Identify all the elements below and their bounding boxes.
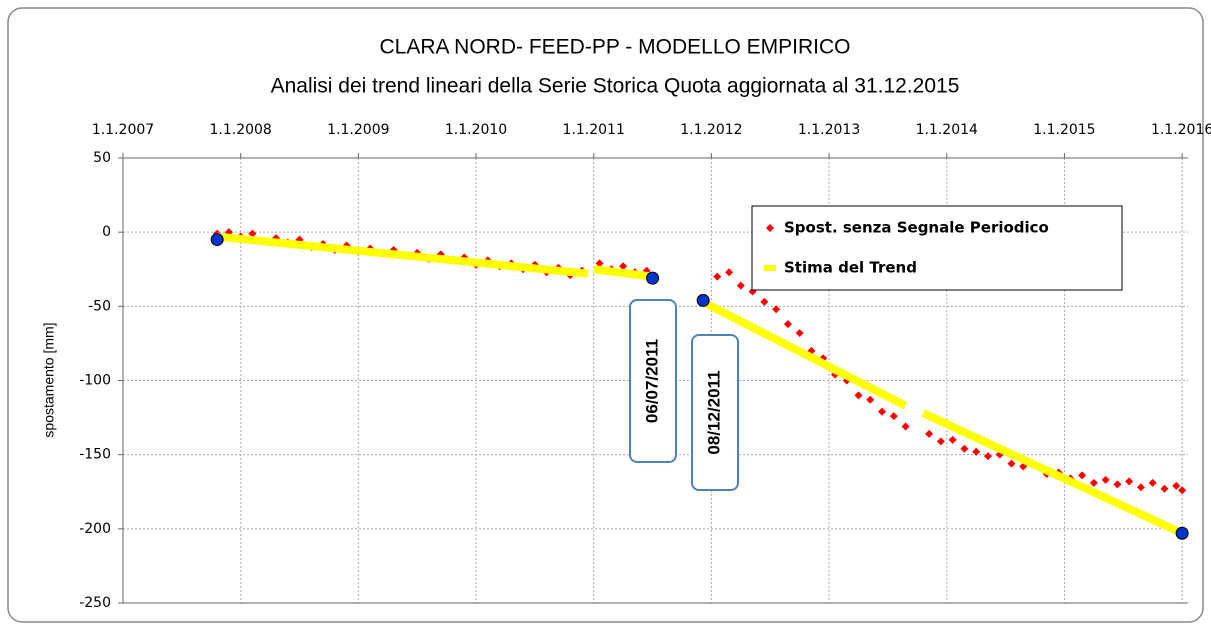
data-point <box>1148 478 1157 487</box>
data-point <box>866 395 875 404</box>
data-point <box>1178 486 1187 495</box>
trend-line <box>703 299 908 410</box>
data-point <box>1113 480 1122 489</box>
x-tick-label: 1.1.2011 <box>563 122 625 138</box>
annotation-box <box>691 334 739 491</box>
y-tick-label: 50 <box>93 150 111 166</box>
data-point <box>248 229 257 238</box>
data-point <box>772 305 781 314</box>
y-tick-label: 0 <box>102 224 111 240</box>
y-tick-label: -200 <box>79 521 111 537</box>
x-tick-label: 1.1.2015 <box>1033 122 1095 138</box>
y-tick-label: -150 <box>79 447 111 463</box>
y-axis-label: spostamento [mm] <box>41 322 57 437</box>
data-point <box>948 435 957 444</box>
data-point <box>901 422 910 431</box>
legend-box <box>751 205 1123 291</box>
data-point <box>795 329 804 338</box>
data-point <box>854 391 863 400</box>
x-tick-label: 1.1.2008 <box>210 122 272 138</box>
x-tick-label: 1.1.2012 <box>680 122 742 138</box>
x-tick-label: 1.1.2007 <box>92 122 154 138</box>
x-tick-label: 1.1.2016 <box>1151 122 1211 138</box>
data-point <box>736 281 745 290</box>
data-point <box>1160 484 1169 493</box>
x-tick-label: 1.1.2013 <box>798 122 860 138</box>
legend-symbol <box>766 224 774 232</box>
data-point <box>1019 462 1028 471</box>
y-tick-label: -50 <box>88 298 111 314</box>
data-point <box>1136 483 1145 492</box>
chart-frame <box>7 7 1204 623</box>
x-tick-label: 1.1.2014 <box>916 122 978 138</box>
y-tick-label: -250 <box>79 595 111 611</box>
data-point <box>1172 481 1181 490</box>
chart-subtitle: Analisi dei trend lineari della Serie St… <box>271 75 960 98</box>
annotation-text: 06/07/2011 <box>642 339 661 423</box>
data-point <box>960 444 969 453</box>
breakpoint-marker <box>696 293 710 307</box>
data-point <box>925 429 934 438</box>
data-point <box>1007 459 1016 468</box>
legend-label: Spost. senza Segnale Periodico <box>784 219 1049 237</box>
legend-label: Stima del Trend <box>784 259 917 277</box>
trend-line <box>593 265 654 281</box>
data-point <box>619 262 628 271</box>
annotation-box <box>629 299 677 463</box>
trend-line <box>921 409 1184 537</box>
annotation-text: 08/12/2011 <box>704 370 723 454</box>
data-point <box>1089 478 1098 487</box>
x-tick-label: 1.1.2010 <box>445 122 507 138</box>
breakpoint-marker <box>646 271 660 285</box>
trend-line <box>216 232 589 278</box>
data-point <box>972 447 981 456</box>
data-point <box>1101 475 1110 484</box>
data-point <box>713 272 722 281</box>
data-point <box>1125 477 1134 486</box>
data-point <box>878 407 887 416</box>
data-point <box>983 452 992 461</box>
data-point <box>889 412 898 421</box>
data-point <box>725 268 734 277</box>
data-point <box>783 320 792 329</box>
y-tick-label: -100 <box>79 373 111 389</box>
chart-title: CLARA NORD- FEED-PP - MODELLO EMPIRICO <box>379 36 850 59</box>
data-point <box>760 297 769 306</box>
data-point <box>1078 471 1087 480</box>
x-tick-label: 1.1.2009 <box>327 122 389 138</box>
data-point <box>936 437 945 446</box>
breakpoint-marker <box>1175 526 1189 540</box>
data-point <box>595 259 604 268</box>
breakpoint-marker <box>210 233 224 247</box>
